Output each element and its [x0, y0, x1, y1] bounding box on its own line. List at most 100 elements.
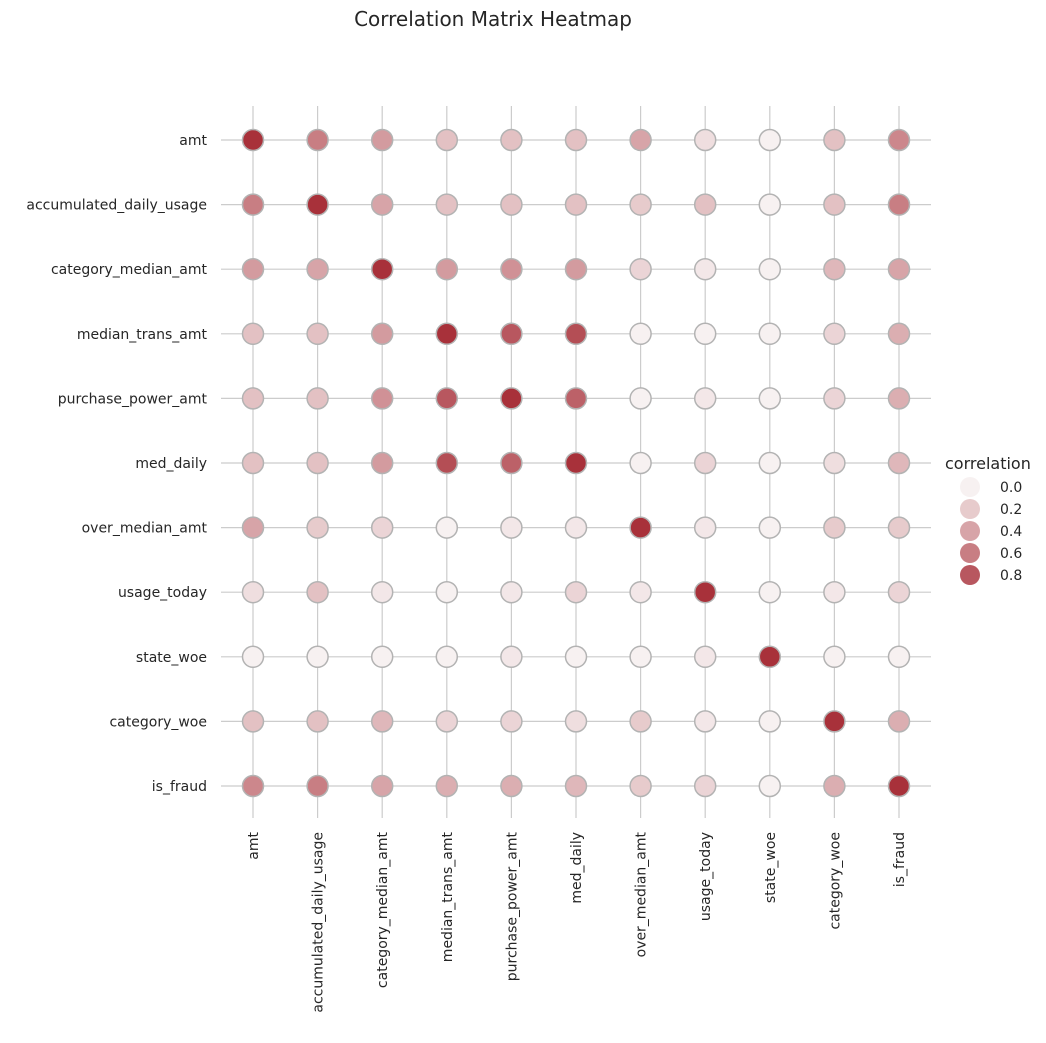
correlation-marker — [435, 193, 459, 216]
legend-label: 0.6 — [1000, 546, 1022, 562]
correlation-marker — [629, 645, 652, 669]
correlation-marker — [823, 193, 846, 216]
correlation-marker — [758, 580, 782, 604]
correlation-marker — [887, 451, 911, 475]
correlation-marker — [564, 193, 588, 216]
correlation-marker — [241, 128, 265, 152]
correlation-marker — [435, 451, 459, 475]
correlation-marker — [241, 774, 265, 798]
correlation-marker — [758, 774, 782, 798]
correlation-marker — [693, 128, 717, 152]
correlation-marker — [693, 257, 717, 281]
correlation-marker — [629, 774, 652, 798]
correlation-marker — [306, 451, 329, 475]
correlation-marker — [564, 645, 588, 669]
x-tick-label: median_trans_amt — [440, 832, 456, 963]
correlation-marker — [629, 516, 652, 539]
correlation-marker — [629, 193, 652, 216]
correlation-marker — [564, 322, 588, 346]
correlation-marker — [758, 451, 782, 475]
x-tick-label: is_fraud — [892, 832, 908, 887]
correlation-marker — [306, 387, 329, 410]
correlation-marker — [435, 128, 459, 152]
correlation-marker — [500, 128, 523, 152]
y-tick-label: over_median_amt — [82, 521, 208, 537]
correlation-marker — [370, 322, 394, 346]
correlation-marker — [758, 193, 782, 216]
correlation-marker — [500, 387, 523, 410]
correlation-marker — [435, 322, 459, 346]
correlation-marker — [693, 710, 717, 733]
correlation-marker — [629, 128, 652, 152]
correlation-marker — [306, 645, 329, 669]
correlation-marker — [629, 257, 652, 281]
correlation-marker — [887, 645, 911, 669]
chart-title: Correlation Matrix Heatmap — [354, 7, 632, 31]
correlation-marker — [435, 580, 459, 604]
correlation-marker — [241, 387, 265, 410]
correlation-marker — [370, 387, 394, 410]
correlation-marker — [306, 322, 329, 346]
correlation-marker — [693, 580, 717, 604]
y-tick-label: is_fraud — [152, 779, 207, 795]
correlation-marker — [500, 580, 523, 604]
x-tick-label: med_daily — [569, 832, 585, 904]
correlation-marker — [500, 516, 523, 539]
correlation-marker — [693, 193, 717, 216]
correlation-marker — [435, 516, 459, 539]
correlation-marker — [306, 257, 329, 281]
legend: correlation 0.0 0.2 0.4 0.6 0.8 — [945, 454, 1031, 585]
y-tick-label: accumulated_daily_usage — [26, 198, 207, 214]
correlation-marker — [887, 322, 911, 346]
correlation-marker — [758, 387, 782, 410]
y-tick-label: usage_today — [118, 585, 207, 601]
y-tick-label: category_woe — [109, 714, 207, 730]
correlation-marker — [500, 645, 523, 669]
correlation-marker — [823, 774, 846, 798]
correlation-marker — [693, 645, 717, 669]
correlation-marker — [306, 193, 329, 216]
correlation-marker — [823, 257, 846, 281]
y-tick-label: amt — [179, 133, 207, 149]
correlation-marker — [887, 580, 911, 604]
correlation-marker — [564, 774, 588, 798]
correlation-marker — [564, 580, 588, 604]
correlation-marker — [241, 322, 265, 346]
correlation-marker — [758, 645, 782, 669]
correlation-marker — [564, 257, 588, 281]
x-tick-label: accumulated_daily_usage — [311, 832, 327, 1013]
y-tick-labels: amt accumulated_daily_usage category_media… — [26, 133, 207, 795]
correlation-marker — [370, 451, 394, 475]
correlation-marker — [564, 710, 588, 733]
correlation-marker — [306, 710, 329, 733]
correlation-marker — [887, 710, 911, 733]
correlation-marker — [241, 451, 265, 475]
correlation-marker — [693, 451, 717, 475]
correlation-marker — [823, 645, 846, 669]
legend-marker — [960, 543, 980, 563]
correlation-marker — [823, 322, 846, 346]
correlation-marker — [241, 516, 265, 539]
correlation-marker — [629, 387, 652, 410]
correlation-marker — [500, 774, 523, 798]
correlation-marker — [500, 193, 523, 216]
correlation-marker — [435, 774, 459, 798]
correlation-marker — [693, 516, 717, 539]
y-tick-label: med_daily — [135, 456, 207, 472]
correlation-marker — [241, 645, 265, 669]
correlation-marker — [629, 322, 652, 346]
correlation-marker — [564, 451, 588, 475]
x-tick-label: usage_today — [698, 832, 714, 921]
correlation-marker — [435, 710, 459, 733]
correlation-marker — [823, 451, 846, 475]
correlation-marker — [370, 516, 394, 539]
y-tick-label: category_median_amt — [51, 262, 208, 278]
correlation-marker — [887, 257, 911, 281]
correlation-marker — [500, 451, 523, 475]
legend-label: 0.2 — [1000, 502, 1022, 518]
x-tick-label: category_woe — [827, 832, 843, 930]
correlation-marker — [823, 128, 846, 152]
correlation-marker — [370, 128, 394, 152]
correlation-marker — [887, 516, 911, 539]
